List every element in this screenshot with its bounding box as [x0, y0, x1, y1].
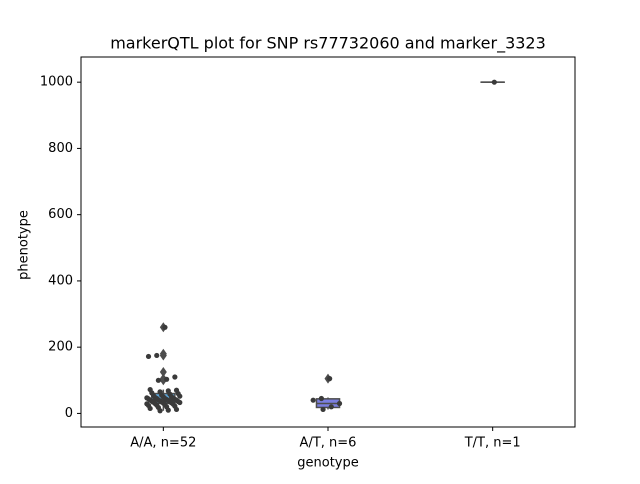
point [492, 80, 497, 85]
y-tick-label: 200 [48, 340, 73, 355]
point [319, 396, 324, 401]
point [156, 378, 161, 383]
y-tick-label: 1000 [40, 75, 73, 90]
chart-title: markerQTL plot for SNP rs77732060 and ma… [110, 34, 546, 54]
x-axis-label: genotype [297, 456, 358, 471]
y-axis-label: phenotype [17, 210, 32, 280]
y-tick-label: 400 [48, 273, 73, 288]
point [177, 394, 182, 399]
outlier [160, 367, 167, 377]
x-tick-label: A/T, n=6 [300, 436, 357, 451]
point [329, 404, 334, 409]
point [174, 407, 179, 412]
point [172, 374, 177, 379]
x-tick-label: T/T, n=1 [464, 436, 521, 451]
point [320, 407, 325, 412]
point [311, 398, 316, 403]
y-tick-label: 600 [48, 207, 73, 222]
plot-frame [81, 57, 575, 427]
point [162, 325, 167, 330]
point [157, 408, 162, 413]
x-tick-label: A/A, n=52 [130, 436, 196, 451]
point [177, 400, 182, 405]
outlier [160, 349, 167, 359]
point [166, 408, 171, 413]
point [164, 377, 169, 382]
point [327, 376, 332, 381]
point [148, 406, 153, 411]
point [337, 401, 342, 406]
point [146, 354, 151, 359]
y-tick-label: 800 [48, 141, 73, 156]
point [154, 353, 159, 358]
y-tick-label: 0 [65, 406, 73, 421]
